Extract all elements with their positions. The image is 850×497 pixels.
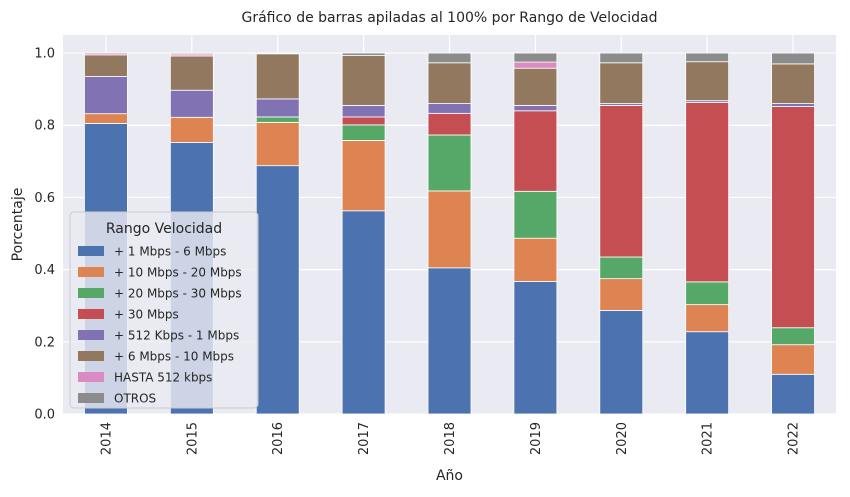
bar-segment bbox=[771, 103, 815, 107]
bar-segment bbox=[685, 102, 730, 283]
bar-segment bbox=[599, 62, 644, 104]
bar-segment bbox=[255, 165, 300, 415]
bar-segment bbox=[341, 124, 386, 141]
chart-title: Gráfico de barras apiladas al 100% por R… bbox=[241, 10, 657, 26]
legend-swatch bbox=[78, 246, 104, 256]
legend: Rango Velocidad + 1 Mbps - 6 Mbps + 10 Mbp… bbox=[69, 211, 259, 409]
bar-segment bbox=[341, 210, 386, 415]
legend-label: OTROS bbox=[114, 392, 156, 406]
bar-segment bbox=[255, 121, 300, 167]
bar-segment bbox=[513, 281, 558, 415]
x-tick-label: 2014 bbox=[99, 422, 114, 455]
x-tick-label: 2018 bbox=[443, 422, 458, 455]
bar-segment bbox=[685, 52, 730, 63]
y-tick-label: 0.0 bbox=[34, 408, 55, 423]
legend-swatch bbox=[78, 330, 104, 340]
y-tick-label: 0.8 bbox=[34, 119, 55, 134]
bar-segment bbox=[427, 134, 472, 192]
y-tick-label: 0.6 bbox=[34, 191, 55, 206]
bar-segment bbox=[771, 344, 815, 375]
bar-segment bbox=[341, 139, 386, 212]
legend-label: + 10 Mbps - 20 Mbps bbox=[114, 266, 242, 280]
x-tick-label: 2016 bbox=[271, 422, 286, 455]
bar-segment bbox=[513, 67, 558, 106]
bar-segment bbox=[427, 52, 472, 64]
legend-swatch bbox=[78, 351, 104, 361]
bar-segment bbox=[341, 116, 386, 126]
bar-segment bbox=[513, 237, 558, 282]
bar-segment bbox=[599, 256, 644, 280]
bar-segment bbox=[427, 267, 472, 415]
bar-segment bbox=[771, 373, 815, 415]
legend-swatch bbox=[78, 288, 104, 298]
legend-title: Rango Velocidad bbox=[106, 221, 222, 237]
bar-segment bbox=[169, 116, 214, 143]
x-tick-label: 2017 bbox=[357, 422, 372, 455]
bars bbox=[84, 52, 815, 415]
bar-segment bbox=[255, 116, 300, 123]
bar-segment bbox=[685, 331, 730, 415]
bar-segment bbox=[771, 327, 815, 346]
bar-segment bbox=[685, 61, 730, 102]
bar-segment bbox=[513, 52, 558, 63]
bar-segment bbox=[771, 52, 815, 65]
legend-label: + 1 Mbps - 6 Mbps bbox=[114, 245, 226, 259]
bar-segment bbox=[771, 106, 815, 329]
legend-swatch bbox=[78, 267, 104, 277]
bar-segment bbox=[599, 52, 644, 64]
x-axis-label: Año bbox=[436, 468, 463, 484]
bar-segment bbox=[255, 98, 300, 118]
bar-segment bbox=[84, 76, 128, 115]
legend-label: + 6 Mbps - 10 Mbps bbox=[114, 350, 234, 364]
bar-segment bbox=[341, 52, 386, 56]
bar-segment bbox=[427, 103, 472, 114]
bar-segment bbox=[513, 61, 558, 69]
bar-segment bbox=[599, 310, 644, 415]
bar-segment bbox=[599, 278, 644, 311]
bar-segment bbox=[771, 63, 815, 104]
y-axis-label: Porcentaje bbox=[10, 188, 26, 262]
bar-segment bbox=[169, 52, 214, 55]
bar-segment bbox=[84, 52, 128, 56]
bar-segment bbox=[255, 52, 300, 55]
bar-segment bbox=[84, 113, 128, 124]
y-tick-label: 1.0 bbox=[34, 47, 55, 62]
legend-swatch bbox=[78, 393, 104, 403]
bar-segment bbox=[427, 62, 472, 104]
legend-swatch bbox=[78, 309, 104, 319]
bar-segment bbox=[169, 89, 214, 118]
legend-label: + 30 Mbps bbox=[114, 308, 179, 322]
legend-label: HASTA 512 kbps bbox=[114, 371, 212, 385]
y-tick-label: 0.4 bbox=[34, 263, 55, 278]
x-tick-label: 2019 bbox=[529, 422, 544, 455]
bar-segment bbox=[169, 55, 214, 91]
bar-segment bbox=[427, 190, 472, 269]
bar-segment bbox=[427, 112, 472, 136]
x-tick-label: 2022 bbox=[787, 422, 802, 455]
bar-segment bbox=[255, 53, 300, 100]
x-tick-label: 2021 bbox=[701, 422, 716, 455]
bar-segment bbox=[599, 104, 644, 258]
y-tick-label: 0.2 bbox=[34, 335, 55, 350]
bar-segment bbox=[84, 54, 128, 77]
bar-segment bbox=[513, 104, 558, 112]
legend-swatch bbox=[78, 372, 104, 382]
x-tick-label: 2020 bbox=[615, 422, 630, 455]
legend-box bbox=[69, 211, 259, 409]
legend-label: + 512 Kbps - 1 Mbps bbox=[114, 329, 239, 343]
bar-segment bbox=[341, 55, 386, 106]
bar-segment bbox=[685, 281, 730, 306]
bar-segment bbox=[685, 304, 730, 333]
bar-segment bbox=[513, 110, 558, 192]
bar-segment bbox=[341, 104, 386, 118]
bar-segment bbox=[513, 190, 558, 239]
x-tick-label: 2015 bbox=[185, 422, 200, 455]
legend-label: + 20 Mbps - 30 Mbps bbox=[114, 287, 242, 301]
